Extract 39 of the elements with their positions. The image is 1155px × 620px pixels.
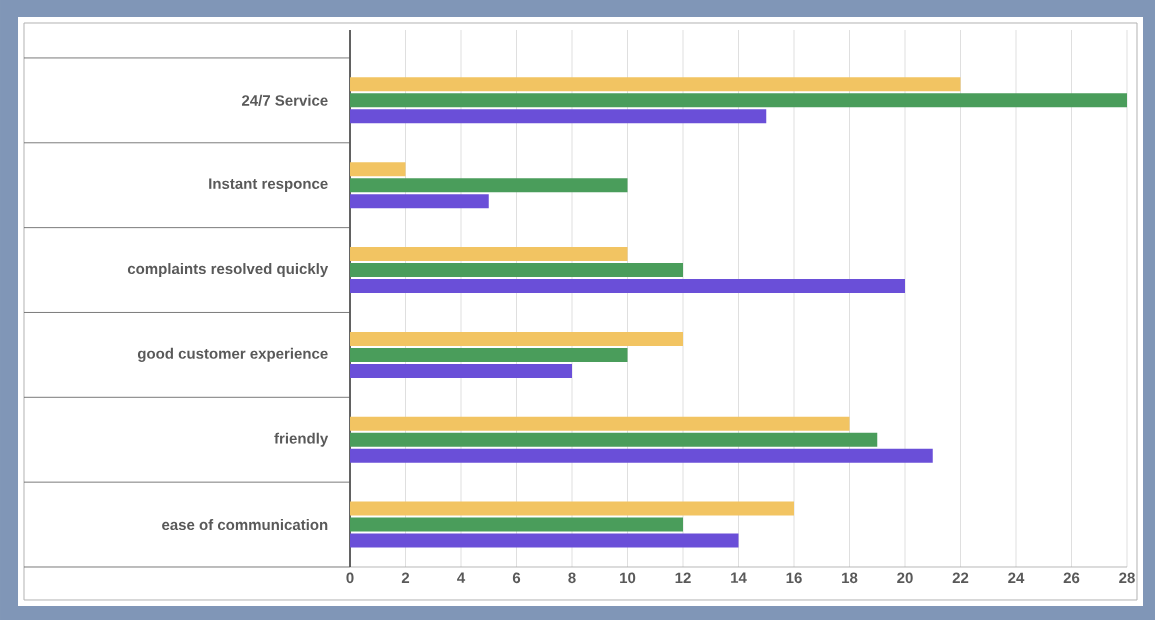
bar (350, 194, 489, 209)
bar (350, 347, 628, 362)
bar (350, 448, 933, 463)
x-tick-label: 28 (1119, 572, 1135, 584)
y-tick-label: Instant responce (209, 178, 328, 192)
y-tick-label: ease of communication (162, 519, 328, 531)
bar (350, 363, 573, 378)
y-tick-label: 24/7 Service (241, 94, 328, 106)
x-tick-label: 26 (1063, 572, 1080, 584)
bar (350, 432, 878, 447)
x-tick-label: 18 (842, 572, 858, 584)
x-tick-label: 10 (620, 572, 636, 584)
x-tick-label: 2 (401, 572, 410, 583)
y-tick-label: complaints resolved quickly (127, 263, 329, 278)
x-tick-label: 6 (512, 572, 521, 584)
bar (350, 77, 961, 92)
x-tick-label: 20 (897, 572, 913, 584)
bar (350, 247, 628, 262)
x-tick-label: 22 (952, 572, 969, 583)
y-tick-label: good customer experience (137, 347, 328, 362)
x-tick-label: 12 (675, 572, 691, 583)
bar (350, 416, 850, 431)
bar (350, 279, 905, 294)
x-tick-label: 14 (731, 572, 747, 583)
bar (350, 109, 767, 124)
bar (350, 178, 628, 193)
bar (350, 263, 684, 278)
bar (350, 533, 739, 548)
x-tick-label: 16 (786, 572, 802, 584)
x-tick-label: 4 (457, 572, 466, 583)
bar (350, 501, 794, 516)
x-tick-label: 24 (1008, 572, 1025, 583)
bar (350, 93, 1127, 108)
bar (350, 517, 684, 532)
bar (350, 331, 684, 346)
bar (350, 162, 406, 177)
x-tick-label: 0 (346, 572, 354, 584)
y-tick-label: friendly (274, 432, 329, 447)
x-tick-label: 8 (568, 572, 576, 584)
